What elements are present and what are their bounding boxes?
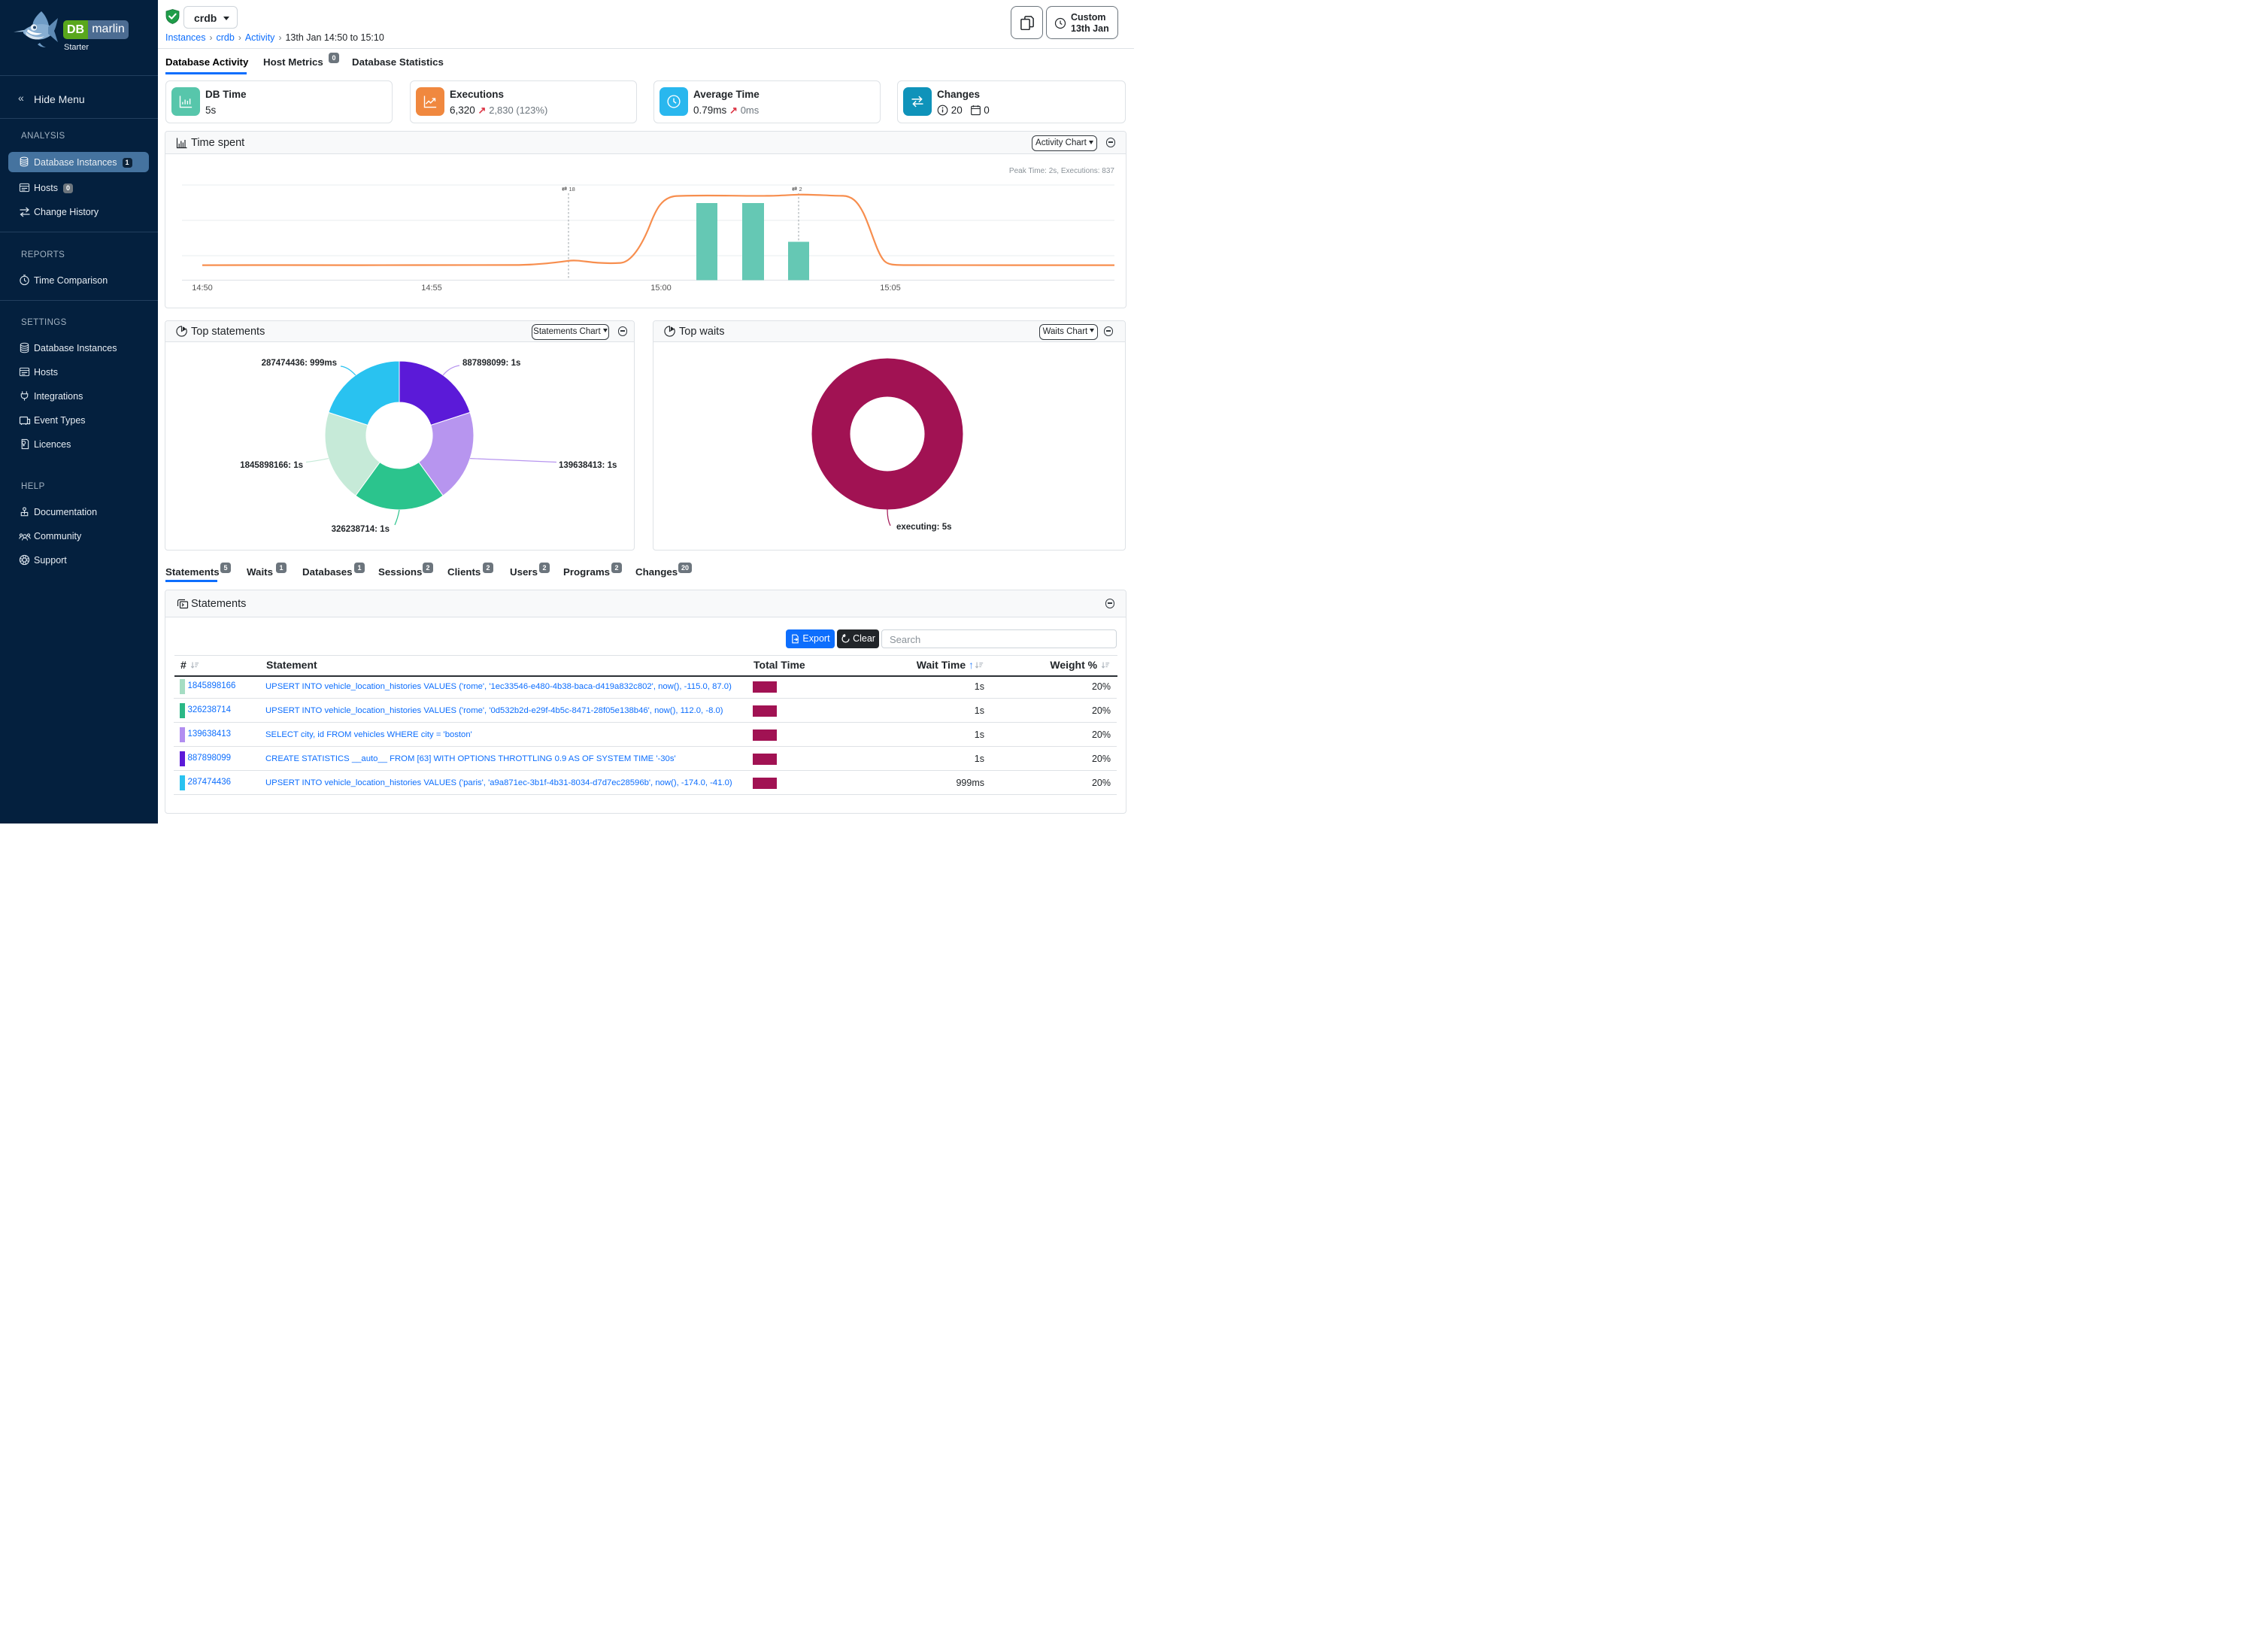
- svg-text:326238714: 1s: 326238714: 1s: [332, 525, 390, 534]
- svg-text:887898099: 1s: 887898099: 1s: [462, 359, 520, 368]
- svg-text:⇄ 18: ⇄ 18: [562, 185, 575, 193]
- svg-text:Peak Time: 2s, Executions: 837: Peak Time: 2s, Executions: 837: [1009, 167, 1115, 175]
- svg-text:14:55: 14:55: [421, 284, 442, 293]
- svg-text:1845898166: 1s: 1845898166: 1s: [240, 461, 303, 470]
- svg-text:139638413: 1s: 139638413: 1s: [559, 461, 617, 470]
- svg-text:15:05: 15:05: [880, 284, 901, 293]
- svg-text:executing: 5s: executing: 5s: [896, 523, 952, 532]
- svg-text:287474436: 999ms: 287474436: 999ms: [262, 359, 337, 368]
- svg-text:14:50: 14:50: [192, 284, 213, 293]
- svg-text:⇄ 2: ⇄ 2: [792, 185, 802, 193]
- svg-text:15:00: 15:00: [650, 284, 672, 293]
